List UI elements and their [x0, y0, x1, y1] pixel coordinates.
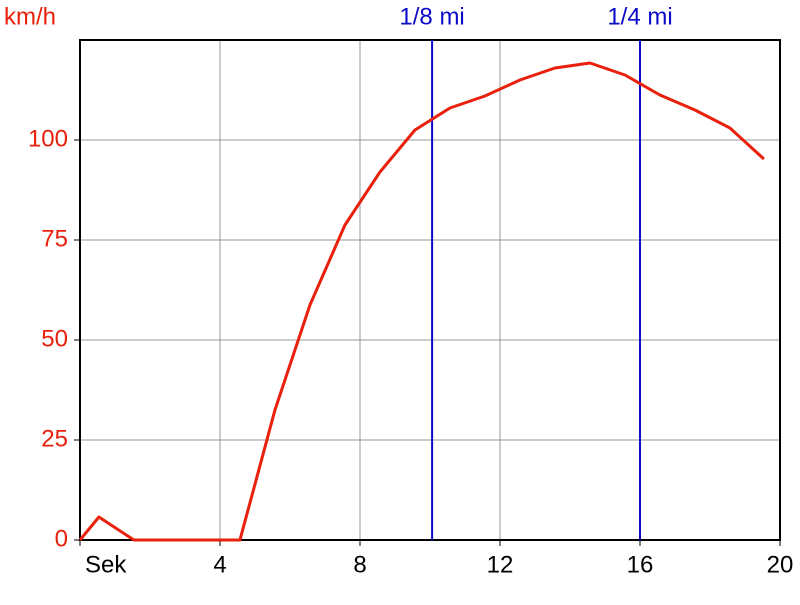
speed-line: [78, 61, 765, 542]
y-tick-label: 0: [55, 525, 68, 552]
y-tick-label: 75: [41, 225, 68, 252]
x-tick-label: Sek: [85, 551, 127, 578]
y-tick-label: 50: [41, 325, 68, 352]
x-tick-label: 16: [627, 551, 654, 578]
plot-frame: [79, 39, 781, 541]
distance-marker-label: 1/4 mi: [607, 3, 672, 30]
x-tick-label: 12: [487, 551, 514, 578]
y-tick-label: 100: [28, 125, 68, 152]
x-tick-label: 4: [213, 551, 226, 578]
y-tick-label: 25: [41, 425, 68, 452]
x-tick-label: 8: [353, 551, 366, 578]
x-tick-label: 20: [767, 551, 794, 578]
y-axis-label: km/h: [4, 3, 56, 30]
distance-marker-label: 1/8 mi: [399, 3, 464, 30]
